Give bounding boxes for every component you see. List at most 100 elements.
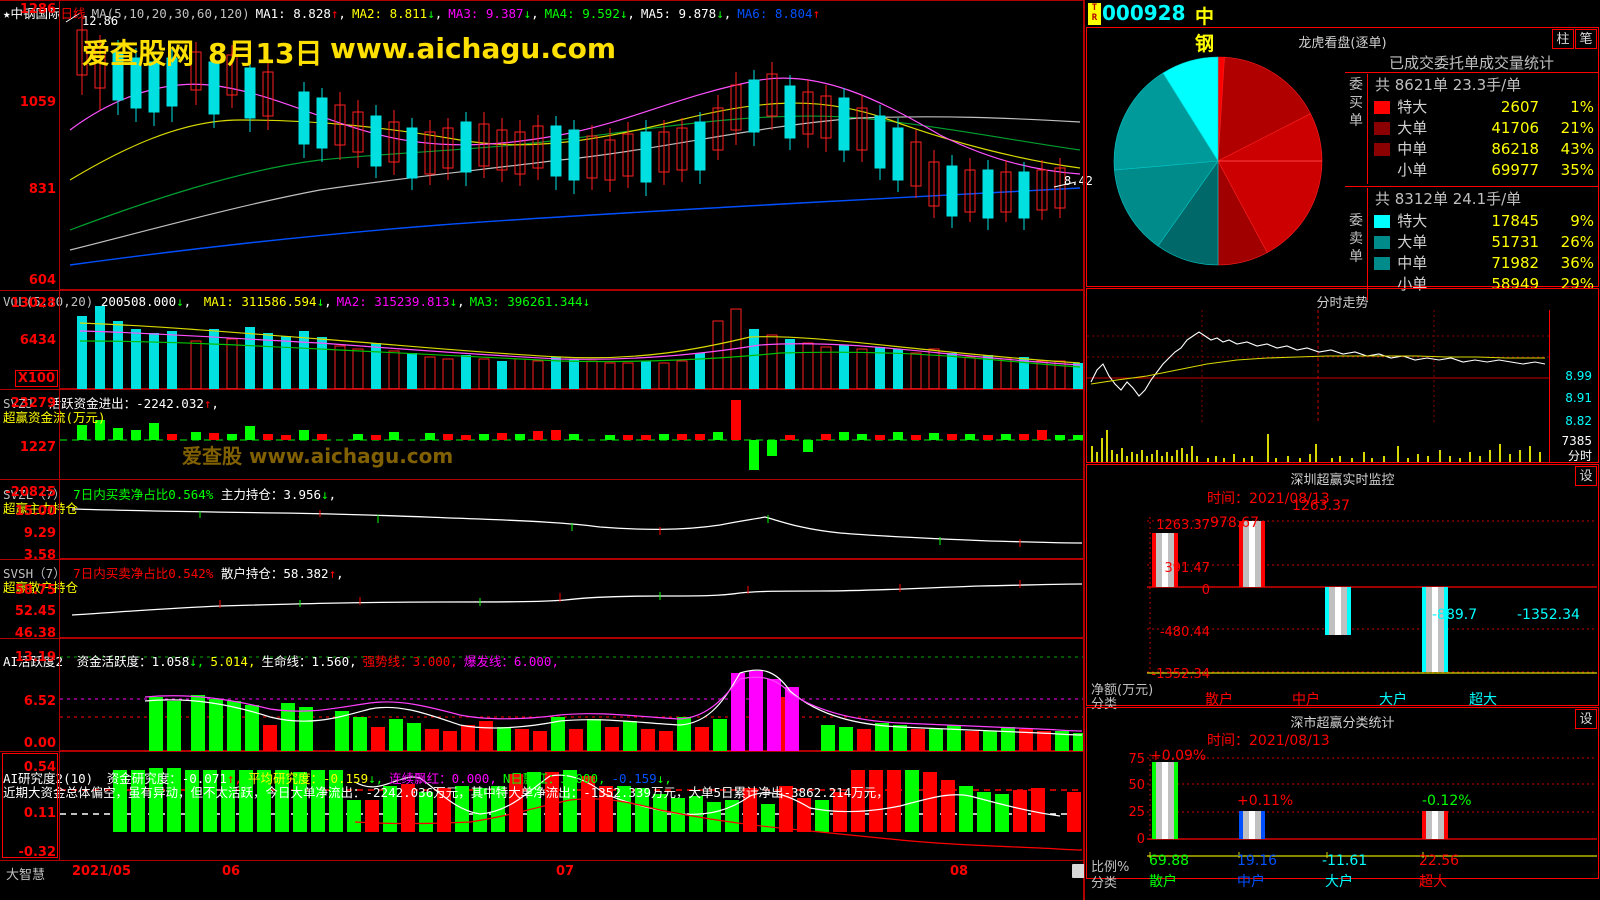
ai-activity-tick: 0.00 bbox=[23, 736, 56, 751]
order-quantity: 17845 bbox=[1491, 211, 1540, 230]
watermark-date: 8月13日 bbox=[208, 37, 323, 70]
intraday-chart-svg bbox=[1087, 310, 1549, 462]
price-tick: 1059 bbox=[19, 95, 56, 110]
classify-value: -11.61 bbox=[1322, 853, 1368, 869]
price-tick: 1286 bbox=[19, 2, 56, 17]
classify-title: 深市超赢分类统计 bbox=[1290, 716, 1395, 731]
classify-tick: 75 bbox=[1128, 752, 1145, 767]
watermark-site: www.aichagu.com bbox=[330, 32, 616, 65]
vol-tick: 6434 bbox=[19, 333, 56, 348]
order-swatch bbox=[1371, 138, 1394, 159]
separator: , bbox=[627, 6, 635, 21]
table-row[interactable]: 中单 71982 36% bbox=[1371, 252, 1597, 273]
favorite-star-icon[interactable]: ★ bbox=[3, 6, 11, 21]
ai-research-chart-panel[interactable] bbox=[60, 752, 1084, 860]
monitor-category: 散户 bbox=[1205, 692, 1233, 708]
price-chart-panel[interactable]: 12.86 8.42 bbox=[60, 0, 1093, 290]
order-swatch bbox=[1371, 96, 1394, 117]
order-type-label: 大单 bbox=[1397, 119, 1428, 137]
svzl-tick: 9.29 bbox=[23, 526, 56, 541]
table-row[interactable]: 特大 2607 1% bbox=[1371, 96, 1597, 117]
vol-ma-arrow: ↓ bbox=[449, 294, 458, 309]
separator: , bbox=[723, 6, 732, 21]
svzl-chart-panel[interactable] bbox=[60, 481, 1084, 559]
order-quantity: 51731 bbox=[1491, 232, 1540, 251]
intraday-panel[interactable]: 分时走势 bbox=[1086, 288, 1599, 463]
svzl-code-label: SVZL（7） bbox=[3, 487, 66, 502]
ma-arrow: ↑ bbox=[330, 6, 339, 21]
ai-research-bars-svg bbox=[60, 768, 1084, 851]
order-percent: 21% bbox=[1560, 118, 1594, 137]
monitor-time-label: 时间： bbox=[1207, 491, 1249, 507]
stock-code-label: 000928 bbox=[1102, 1, 1186, 25]
order-distribution-pie[interactable] bbox=[1087, 51, 1345, 281]
ai-research-panel-header: AI研究度2(10) 资金研究度：-0.071↑, 平均研究度：-0.159↓, 连… bbox=[3, 768, 672, 787]
period-label[interactable]: 日线 bbox=[60, 6, 86, 21]
monitor-tick: -1352.34 bbox=[1151, 667, 1210, 682]
classify-panel[interactable]: 深市超赢分类统计 设 时间：2021/08/13 bbox=[1086, 707, 1599, 891]
watermark-small: 爱查股 www.aichagu.com bbox=[182, 444, 454, 468]
vol-ma-list: MA1: 311586.594↓, MA2: 315239.813↓, MA3: 3… bbox=[199, 294, 590, 309]
y-axis-labels: 1286 1059 831 604 13028 6434 X100 23279 … bbox=[0, 0, 60, 880]
ai-research-entry: -0.159 bbox=[611, 771, 657, 786]
column-view-button[interactable]: 柱 bbox=[1552, 29, 1574, 49]
svsh-tick: 46.38 bbox=[14, 626, 56, 641]
volume-panel-header: VOL(5,10,20) 200508.000↓, MA1: 311586.59… bbox=[3, 294, 591, 309]
ai-activity-tick: 6.52 bbox=[23, 694, 56, 709]
order-type-label: 中单 bbox=[1397, 254, 1428, 272]
svzj-chart-panel[interactable] bbox=[60, 390, 1084, 480]
svzj-subtitle: 超赢资金流(万元) bbox=[3, 410, 106, 425]
ai-activity-values-list: 资金活跃度：1.058↓, 5.014, 生命线：1.560, 强势线：3.000, 爆… bbox=[71, 654, 559, 669]
ma-entry: MA1: 8.828 bbox=[255, 6, 331, 21]
buy-summary: 共 8621单 23.3手/单 bbox=[1375, 76, 1522, 94]
monitor-tick: 1263.37 bbox=[1156, 518, 1210, 533]
vol-ma-arrow: ↓ bbox=[316, 294, 325, 309]
classify-settings-button[interactable]: 设 bbox=[1575, 709, 1597, 729]
svsh-chart-panel[interactable] bbox=[60, 560, 1084, 638]
ai-activity-chart-panel[interactable] bbox=[60, 639, 1087, 751]
order-percent: 35% bbox=[1560, 160, 1594, 179]
monitor-panel[interactable]: 深圳超赢实时监控 设 时间：2021/08/13 bbox=[1086, 464, 1599, 712]
table-row[interactable]: 中单 86218 43% bbox=[1371, 138, 1597, 159]
time-tick: 07 bbox=[556, 864, 575, 879]
ai-activity-arrow: , bbox=[247, 654, 256, 669]
table-row[interactable]: 大单 51731 26% bbox=[1371, 231, 1597, 252]
ai-activity-tick: 13.19 bbox=[14, 650, 56, 665]
stroke-view-button[interactable]: 笔 bbox=[1575, 29, 1597, 49]
ai-activity-arrow: ↓, bbox=[189, 654, 205, 669]
classify-value: 69.88 bbox=[1149, 853, 1190, 869]
svsh-tick: 52.45 bbox=[14, 604, 56, 619]
monitor-bar-label: 978.67 bbox=[1210, 515, 1259, 531]
svzl-main-label: 主力持仓： bbox=[220, 487, 284, 502]
price-tick: 604 bbox=[28, 273, 56, 288]
order-percent: 36% bbox=[1560, 253, 1594, 272]
svsh-ratio-value: 0.542% bbox=[168, 566, 214, 581]
time-tick: 2021/05 bbox=[72, 864, 132, 879]
ai-activity-arrow: , bbox=[349, 654, 357, 669]
svsh-arrow: ↑ bbox=[328, 566, 337, 581]
ma-arrow: ↓ bbox=[619, 6, 628, 21]
monitor-settings-button[interactable]: 设 bbox=[1575, 466, 1597, 486]
ai-activity-arrow: , bbox=[450, 654, 458, 669]
ma-entry: MA6: 8.804 bbox=[737, 6, 813, 21]
watermark-brand: 爱查股网 bbox=[82, 37, 195, 70]
order-type-label: 特大 bbox=[1397, 212, 1428, 230]
ma-entry: MA2: 8.811 bbox=[351, 6, 428, 21]
classify-pct-label: -0.12% bbox=[1422, 793, 1472, 809]
table-row[interactable]: 特大 17845 9% bbox=[1371, 210, 1597, 231]
svsh-main-value: 58.382 bbox=[283, 566, 329, 581]
svsh-main-label: 散户持仓： bbox=[220, 566, 284, 581]
svzj-value: -2242.032 bbox=[136, 396, 204, 411]
ai-research-entry: 平均研究度：-0.159 bbox=[247, 771, 369, 786]
table-row[interactable]: 大单 41706 21% bbox=[1371, 117, 1597, 138]
svzl-panel-header: SVZL（7） 7日内买卖净占比0.564% 主力持仓：3.956↓, bbox=[3, 487, 337, 502]
intraday-volume-label: 7385 bbox=[1561, 434, 1592, 448]
ai-activity-code-label: AI活跃度2 bbox=[3, 654, 64, 669]
lock-icon[interactable] bbox=[1072, 864, 1085, 878]
table-row[interactable]: 小单 69977 35% bbox=[1371, 159, 1597, 180]
order-quantity: 71982 bbox=[1491, 253, 1540, 272]
low-price-annotation: 8.42 bbox=[1064, 174, 1093, 188]
classify-time: 时间：2021/08/13 bbox=[1207, 730, 1330, 750]
volume-chart-panel[interactable] bbox=[60, 291, 1084, 390]
